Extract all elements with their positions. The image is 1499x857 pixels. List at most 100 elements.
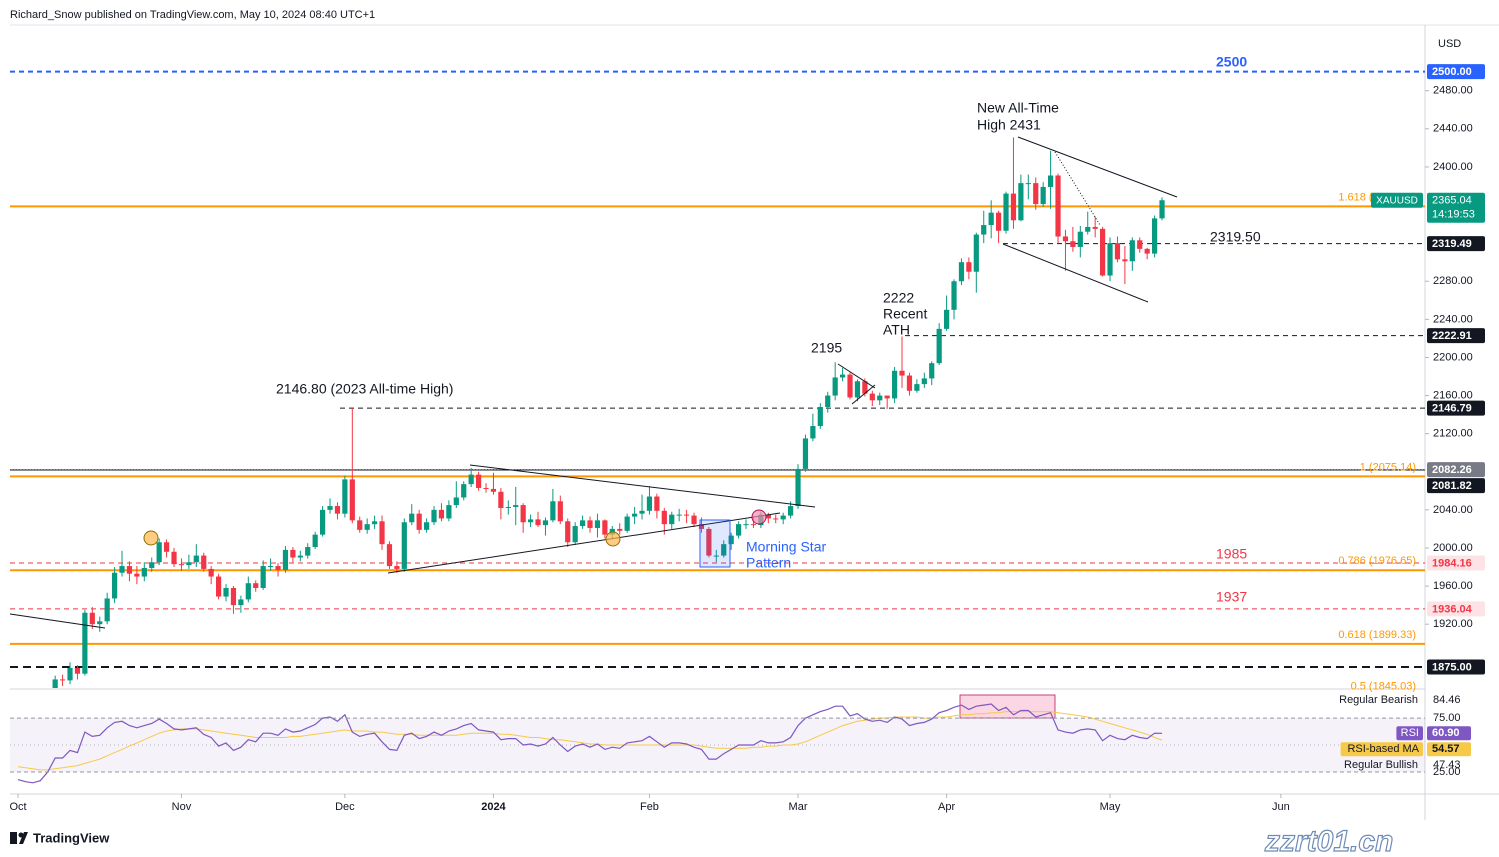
candle-body [267, 566, 274, 568]
candle-body [282, 549, 289, 570]
symbol-badge [1371, 192, 1423, 208]
candle-body [721, 544, 727, 556]
candle-body [1033, 183, 1039, 205]
candle-body [357, 520, 363, 530]
candle-body [750, 524, 757, 526]
level-badge [1427, 400, 1485, 416]
candle-body [230, 587, 237, 606]
y-tick-label: 1960.00 [1433, 580, 1473, 592]
candle-body [557, 501, 563, 522]
candle-body [327, 506, 333, 510]
candle-body [735, 524, 742, 536]
candle-body [988, 212, 994, 226]
candle-body [483, 487, 489, 489]
marker-value: 47.43 [1433, 759, 1461, 771]
candle-body [163, 542, 170, 552]
x-tick-label: Mar [789, 801, 808, 813]
candle-body [958, 262, 965, 282]
candle-body [364, 524, 370, 530]
level-badge [1427, 555, 1485, 571]
candle-body [505, 507, 511, 509]
candle-body [23, 712, 28, 718]
x-tick-label: Feb [640, 801, 659, 813]
candle-body [1003, 193, 1009, 231]
annotation: New All-Time [977, 100, 1059, 116]
fib-label: 0.618 (1899.33) [1338, 629, 1416, 641]
y-tick-label: 2200.00 [1433, 351, 1473, 363]
candle-body [587, 520, 593, 528]
candle-body [1151, 218, 1158, 254]
candle-body [1122, 259, 1128, 262]
candle-body [371, 521, 378, 525]
pattern-box [699, 519, 731, 568]
candle-body [438, 509, 445, 519]
candle-body [542, 520, 549, 526]
candle-body [409, 513, 415, 523]
candle-body [141, 567, 147, 577]
candle-body [810, 426, 816, 439]
candle-body [646, 496, 653, 511]
candle-body [15, 693, 20, 712]
brand: TradingView [33, 830, 110, 845]
series-value: 60.90 [1432, 727, 1460, 739]
candle-body [453, 497, 459, 506]
candle-body [654, 496, 660, 511]
price-badge-value: 2365.04 [1432, 195, 1472, 207]
candle-body [401, 522, 407, 569]
candle-body [208, 568, 214, 577]
candle-body [1107, 243, 1113, 276]
candle-body [951, 281, 957, 310]
candle-body [193, 555, 199, 563]
candle-body [104, 598, 110, 622]
drawings [9, 136, 1178, 629]
price-pane [10, 70, 1425, 718]
series-value: 54.57 [1432, 743, 1460, 755]
y-tick-label: 1920.00 [1433, 618, 1473, 630]
candle-body [787, 506, 794, 516]
annotation: Recent [883, 306, 927, 322]
candle-body [275, 566, 281, 570]
trendline [469, 464, 816, 508]
x-tick-label: Dec [335, 801, 355, 813]
price-badge [1427, 192, 1485, 223]
level-badge-label: 2222.91 [1432, 330, 1472, 342]
y-tick-label: 2040.00 [1433, 504, 1473, 516]
y-tick-label: 2160.00 [1433, 389, 1473, 401]
candle-body [624, 516, 630, 531]
y-tick-label: 2480.00 [1433, 85, 1473, 97]
candle-body [683, 514, 690, 516]
candle-body [394, 566, 400, 569]
annotation: Pattern [746, 555, 791, 571]
y-tick-label: 2280.00 [1433, 275, 1473, 287]
candle-body [817, 406, 823, 427]
candle-body [490, 488, 497, 492]
candle-body [906, 375, 913, 391]
series-name-badge [1396, 726, 1423, 741]
x-tick-label: Jun [1272, 801, 1290, 813]
candle-body [349, 479, 355, 521]
candle-body [334, 506, 341, 514]
annotation: 2146.80 (2023 All-time High) [276, 381, 453, 397]
x-tick-label: Oct [9, 801, 26, 813]
candle-body [386, 544, 393, 567]
candle-body [936, 328, 942, 364]
x-tick-label: Nov [172, 801, 192, 813]
trendline [851, 384, 876, 405]
rsi-band [10, 718, 1425, 772]
level-badge [1427, 659, 1485, 675]
marker-circle [751, 509, 767, 525]
candle-body [305, 547, 311, 556]
marker-circle [143, 530, 159, 546]
candle-body [839, 374, 846, 378]
x-tick-label: May [1100, 801, 1121, 813]
series-line [17, 711, 1163, 771]
candle-body [579, 520, 586, 527]
candle-body [97, 621, 103, 625]
candle-body [156, 542, 162, 563]
x-tick-label: 2024 [481, 801, 506, 813]
candle-body [899, 370, 905, 376]
fib-label: 0.786 (1976.65) [1338, 555, 1416, 567]
level-badge [1427, 64, 1485, 80]
level-badge [1427, 601, 1485, 617]
level-badge-label: 1936.04 [1432, 603, 1473, 615]
